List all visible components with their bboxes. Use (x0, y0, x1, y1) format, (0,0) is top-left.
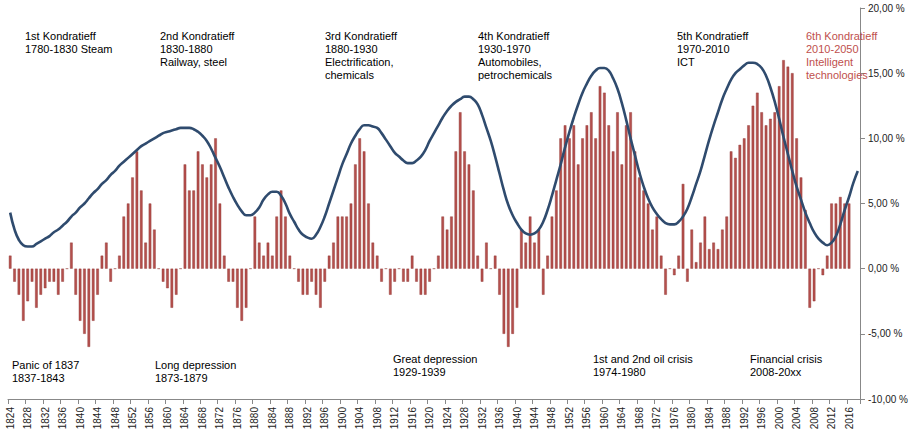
svg-text:10,00 %: 10,00 % (868, 133, 905, 144)
svg-text:Automobiles,: Automobiles, (478, 56, 542, 68)
svg-text:1940: 1940 (512, 407, 523, 430)
svg-text:3rd Kondratieff: 3rd Kondratieff (325, 30, 398, 42)
svg-text:1830-1880: 1830-1880 (160, 43, 213, 55)
svg-text:2012: 2012 (826, 407, 837, 430)
svg-text:1920: 1920 (424, 407, 435, 430)
svg-text:1916: 1916 (407, 407, 418, 430)
svg-text:1896: 1896 (319, 407, 330, 430)
svg-text:1930-1970: 1930-1970 (478, 43, 531, 55)
svg-text:petrochemicals: petrochemicals (478, 69, 552, 81)
svg-text:1976: 1976 (669, 407, 680, 430)
svg-text:1848: 1848 (110, 407, 121, 430)
svg-text:Financial crisis: Financial crisis (750, 353, 823, 365)
svg-text:1974-1980: 1974-1980 (593, 366, 646, 378)
svg-text:1944: 1944 (529, 407, 540, 430)
svg-text:1924: 1924 (442, 407, 453, 430)
svg-text:5th Kondratieff: 5th Kondratieff (677, 30, 749, 42)
svg-text:1880: 1880 (249, 407, 260, 430)
svg-text:1968: 1968 (634, 407, 645, 430)
svg-text:5,00 %: 5,00 % (868, 198, 899, 209)
svg-text:1928: 1928 (459, 407, 470, 430)
svg-text:1900: 1900 (337, 407, 348, 430)
svg-text:Panic of 1837: Panic of 1837 (12, 359, 79, 371)
svg-text:2010-2050: 2010-2050 (806, 43, 859, 55)
svg-text:1860: 1860 (162, 407, 173, 430)
svg-text:1904: 1904 (354, 407, 365, 430)
svg-text:1844: 1844 (92, 407, 103, 430)
svg-text:1780-1830 Steam: 1780-1830 Steam (25, 43, 112, 55)
svg-text:1864: 1864 (179, 407, 190, 430)
svg-text:1828: 1828 (22, 407, 33, 430)
svg-text:1st Kondratieff: 1st Kondratieff (25, 30, 97, 42)
svg-text:2008-20xx: 2008-20xx (750, 366, 802, 378)
svg-text:1972: 1972 (651, 407, 662, 430)
svg-text:1876: 1876 (232, 407, 243, 430)
svg-text:1888: 1888 (284, 407, 295, 430)
svg-text:0,00 %: 0,00 % (868, 263, 899, 274)
svg-text:technologies: technologies (806, 69, 868, 81)
svg-text:-5,00 %: -5,00 % (868, 328, 903, 339)
svg-text:1872: 1872 (214, 407, 225, 430)
svg-text:2nd Kondratieff: 2nd Kondratieff (160, 30, 235, 42)
svg-text:1964: 1964 (616, 407, 627, 430)
svg-text:Intelligent: Intelligent (806, 56, 853, 68)
svg-text:6th Kondratieff: 6th Kondratieff (806, 30, 878, 42)
svg-text:1988: 1988 (721, 407, 732, 430)
svg-text:Long depression: Long depression (155, 359, 236, 371)
svg-text:chemicals: chemicals (325, 69, 374, 81)
svg-text:2008: 2008 (809, 407, 820, 430)
svg-text:1832: 1832 (40, 407, 51, 430)
svg-text:2016: 2016 (844, 407, 855, 430)
svg-text:1836: 1836 (57, 407, 68, 430)
svg-text:2004: 2004 (791, 407, 802, 430)
svg-text:1880-1930: 1880-1930 (325, 43, 378, 55)
svg-text:1952: 1952 (564, 407, 575, 430)
svg-text:1912: 1912 (389, 407, 400, 430)
svg-text:-10,00 %: -10,00 % (868, 394, 908, 405)
svg-text:1868: 1868 (197, 407, 208, 430)
svg-text:1996: 1996 (756, 407, 767, 430)
svg-text:4th Kondratieff: 4th Kondratieff (478, 30, 550, 42)
svg-text:1873-1879: 1873-1879 (155, 372, 208, 384)
svg-text:1970-2010: 1970-2010 (677, 43, 730, 55)
svg-text:1856: 1856 (144, 407, 155, 430)
svg-text:1984: 1984 (704, 407, 715, 430)
svg-text:20,00 %: 20,00 % (868, 3, 905, 14)
svg-text:ICT: ICT (677, 56, 695, 68)
svg-text:1908: 1908 (372, 407, 383, 430)
svg-text:1960: 1960 (599, 407, 610, 430)
svg-text:1st and 2nd oil crisis: 1st and 2nd oil crisis (593, 353, 693, 365)
svg-text:2000: 2000 (774, 407, 785, 430)
svg-text:15,00 %: 15,00 % (868, 68, 905, 79)
svg-text:Railway, steel: Railway, steel (160, 56, 227, 68)
svg-text:1929-1939: 1929-1939 (393, 366, 446, 378)
svg-text:1956: 1956 (581, 407, 592, 430)
svg-text:1980: 1980 (686, 407, 697, 430)
svg-text:Electrification,: Electrification, (325, 56, 393, 68)
svg-text:1992: 1992 (739, 407, 750, 430)
svg-text:1948: 1948 (546, 407, 557, 430)
svg-text:1884: 1884 (267, 407, 278, 430)
svg-text:1837-1843: 1837-1843 (12, 372, 65, 384)
svg-text:1936: 1936 (494, 407, 505, 430)
svg-text:1824: 1824 (5, 407, 16, 430)
svg-text:1852: 1852 (127, 407, 138, 430)
svg-text:1840: 1840 (75, 407, 86, 430)
svg-text:1932: 1932 (477, 407, 488, 430)
svg-text:Great depression: Great depression (393, 353, 477, 365)
svg-text:1892: 1892 (302, 407, 313, 430)
